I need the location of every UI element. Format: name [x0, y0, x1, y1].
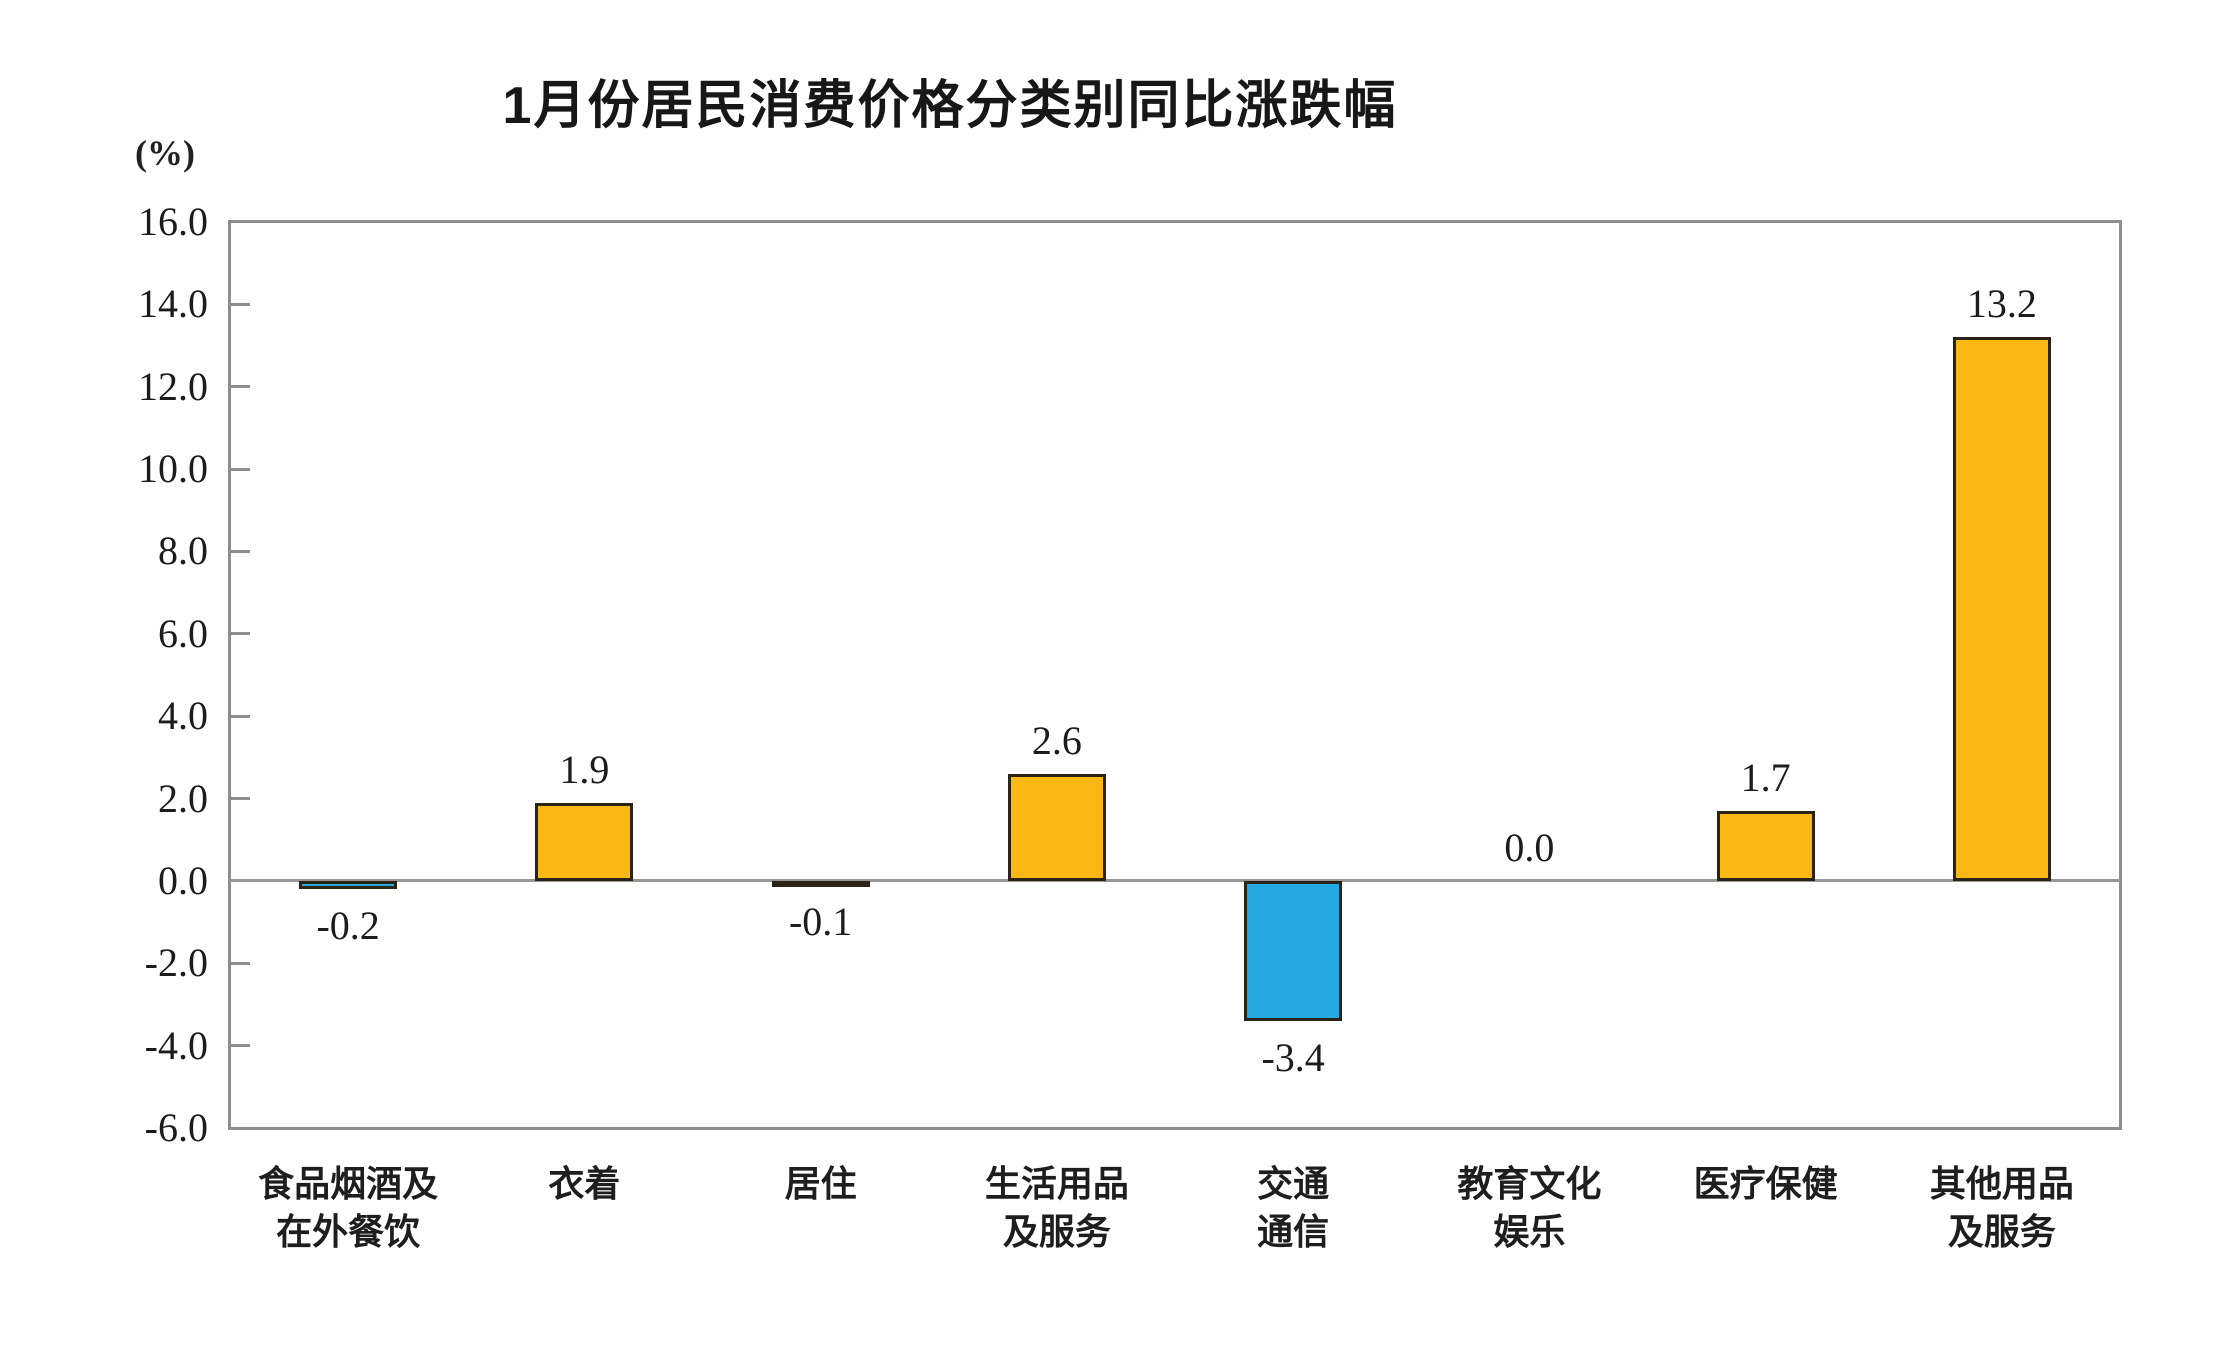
y-tick-mark	[230, 961, 250, 965]
bar-value-label: 13.2	[1966, 281, 2037, 327]
y-tick-mark	[230, 549, 250, 553]
x-category-label: 衣着	[548, 1164, 621, 1204]
y-tick-mark	[230, 797, 250, 801]
y-tick-label: -6.0	[144, 1105, 208, 1150]
y-tick-mark	[230, 1044, 250, 1048]
bar-value-label: -3.4	[1261, 1034, 1325, 1080]
zero-axis-line	[230, 879, 2120, 883]
bar-value-label: 1.7	[1740, 754, 1791, 800]
y-tick-label: 12.0	[138, 363, 208, 409]
y-tick-label: 0.0	[158, 857, 208, 903]
y-tick-label: 16.0	[138, 199, 208, 244]
y-tick-label: -4.0	[144, 1022, 208, 1068]
bar	[535, 802, 634, 881]
y-tick-mark	[230, 714, 250, 718]
bar	[771, 880, 870, 887]
x-category-label: 其他用品 及服务	[1929, 1164, 2074, 1252]
chart-title: 1月份居民消费价格分类别同比涨跌幅	[502, 77, 1398, 135]
y-axis-unit-label: (%)	[135, 133, 195, 173]
bar	[1007, 773, 1106, 881]
y-tick-label: 14.0	[138, 281, 208, 327]
x-category-label: 教育文化 娱乐	[1457, 1164, 1602, 1252]
y-tick-label: 4.0	[158, 693, 208, 739]
bar-value-label: -0.2	[316, 903, 380, 949]
bar	[1716, 810, 1815, 881]
x-category-label: 居住	[784, 1164, 857, 1204]
bar-value-label: -0.1	[788, 899, 853, 945]
y-tick-label: -2.0	[144, 940, 208, 986]
y-tick-mark	[230, 467, 250, 471]
y-tick-mark	[230, 302, 250, 306]
bar	[299, 880, 398, 890]
x-category-label: 医疗保健	[1693, 1164, 1838, 1204]
bar-value-label: 1.9	[559, 746, 610, 792]
bar-value-label: 2.6	[1031, 717, 1082, 763]
y-tick-label: 2.0	[158, 775, 208, 821]
y-tick-label: 8.0	[158, 528, 208, 574]
x-category-label: 食品烟酒及 在外餐饮	[258, 1164, 439, 1252]
y-tick-label: 6.0	[158, 610, 208, 656]
y-tick-mark	[230, 385, 250, 389]
y-tick-label: 10.0	[138, 446, 208, 492]
plot-area	[228, 220, 2122, 1130]
bar-value-label: 0.0	[1504, 824, 1555, 870]
bar	[1244, 880, 1343, 1021]
x-category-label: 交通 通信	[1257, 1164, 1330, 1252]
x-category-label: 生活用品 及服务	[984, 1164, 1129, 1252]
bar	[1952, 337, 2051, 881]
y-tick-mark	[230, 632, 250, 636]
